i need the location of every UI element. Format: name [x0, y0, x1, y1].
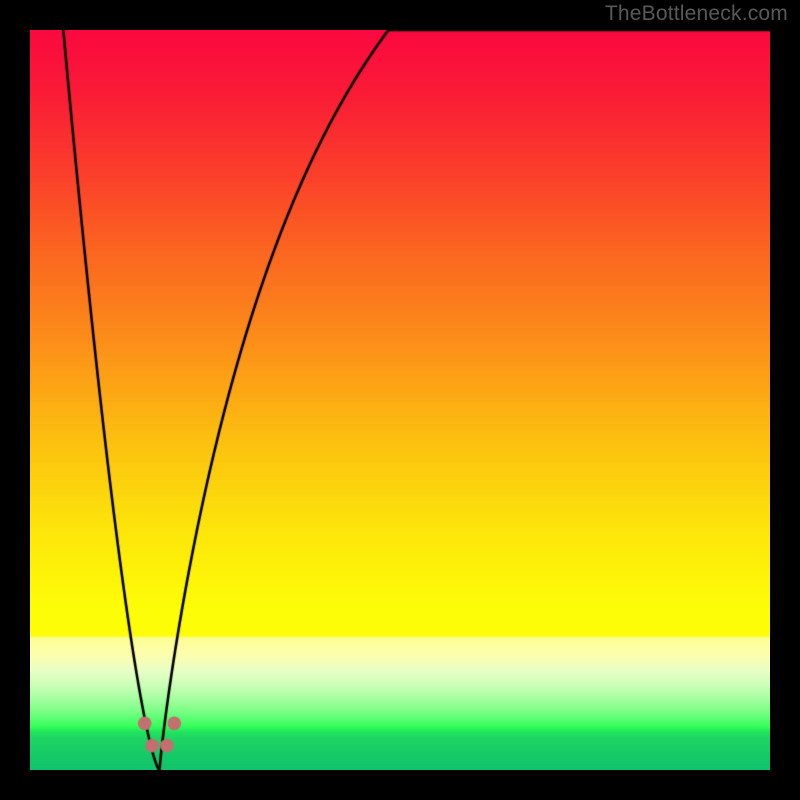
plot-area: [30, 30, 770, 770]
watermark-text: TheBottleneck.com: [605, 2, 788, 26]
plot-canvas: [30, 30, 770, 770]
chart-stage: TheBottleneck.com: [0, 0, 800, 800]
